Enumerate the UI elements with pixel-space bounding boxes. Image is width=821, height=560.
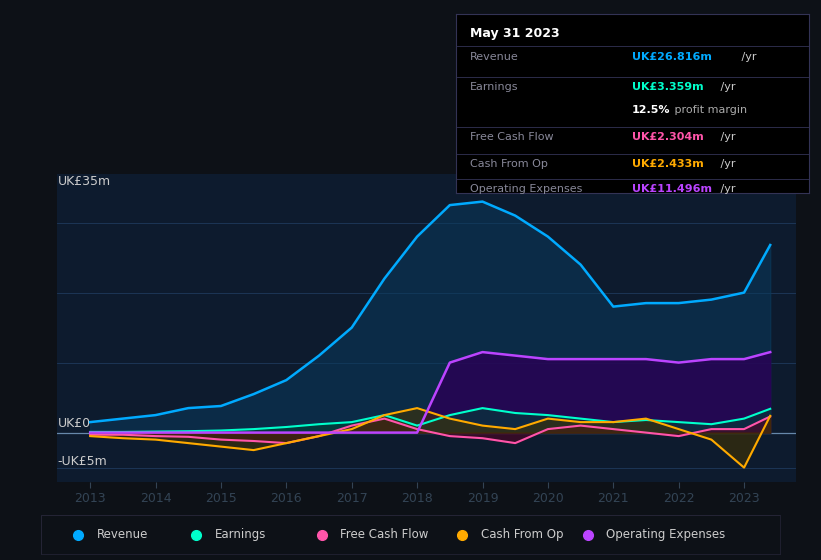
Text: Free Cash Flow: Free Cash Flow [470, 132, 553, 142]
Text: UK£0: UK£0 [57, 417, 90, 430]
Text: UK£11.496m: UK£11.496m [632, 184, 712, 194]
Text: /yr: /yr [738, 52, 757, 62]
Text: /yr: /yr [717, 82, 736, 92]
Text: UK£2.433m: UK£2.433m [632, 159, 704, 169]
Text: /yr: /yr [717, 159, 736, 169]
Text: 12.5%: 12.5% [632, 105, 671, 115]
Text: Operating Expenses: Operating Expenses [470, 184, 582, 194]
Text: UK£3.359m: UK£3.359m [632, 82, 704, 92]
Text: Cash From Op: Cash From Op [470, 159, 548, 169]
Text: UK£26.816m: UK£26.816m [632, 52, 712, 62]
Text: Operating Expenses: Operating Expenses [606, 528, 726, 542]
Text: profit margin: profit margin [671, 105, 747, 115]
Text: UK£2.304m: UK£2.304m [632, 132, 704, 142]
Text: /yr: /yr [717, 132, 736, 142]
Text: Earnings: Earnings [215, 528, 266, 542]
Text: /yr: /yr [717, 184, 736, 194]
Text: Earnings: Earnings [470, 82, 518, 92]
Text: Revenue: Revenue [470, 52, 519, 62]
Text: -UK£5m: -UK£5m [57, 455, 108, 468]
Text: UK£35m: UK£35m [57, 175, 111, 188]
Text: Revenue: Revenue [97, 528, 148, 542]
Text: May 31 2023: May 31 2023 [470, 26, 559, 40]
Text: Free Cash Flow: Free Cash Flow [341, 528, 429, 542]
Text: Cash From Op: Cash From Op [481, 528, 563, 542]
